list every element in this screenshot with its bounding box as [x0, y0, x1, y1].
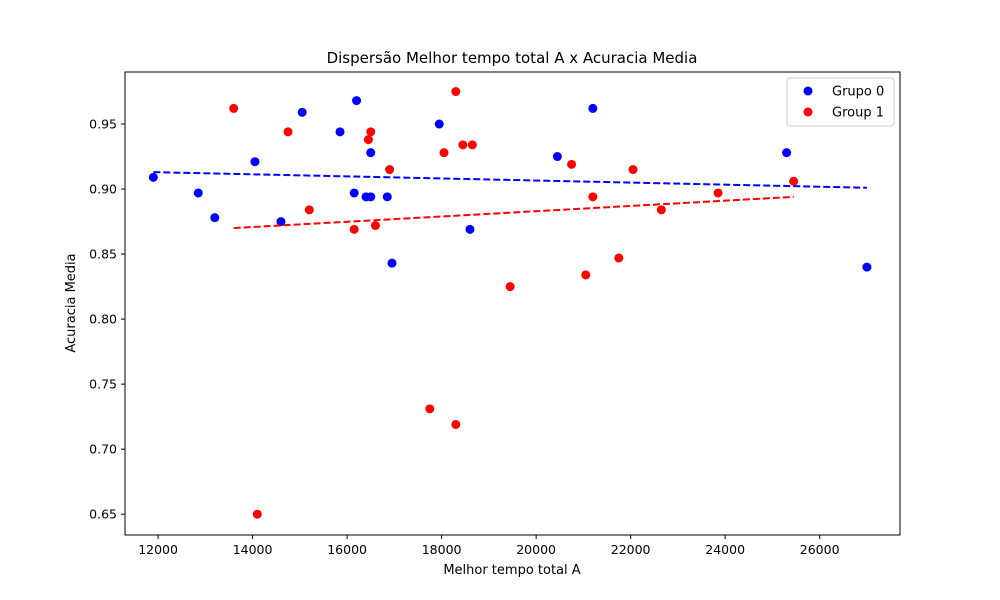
series-0	[148, 96, 872, 272]
data-point	[349, 188, 359, 198]
legend-box	[786, 77, 895, 127]
legend-marker	[803, 107, 813, 117]
y-tick-label: 0.80	[89, 312, 117, 327]
data-point	[210, 213, 220, 223]
y-axis-label: Acuracia Media	[64, 253, 79, 352]
data-point	[349, 224, 359, 234]
x-tick-label: 18000	[422, 542, 462, 557]
data-point	[439, 148, 449, 158]
data-point	[335, 127, 345, 137]
data-point	[588, 192, 598, 202]
legend-label: Group 1	[832, 106, 884, 121]
data-point	[628, 165, 638, 175]
data-point	[352, 96, 362, 106]
data-point	[505, 282, 515, 292]
data-point	[250, 157, 260, 167]
data-point	[387, 258, 397, 268]
y-tick-label: 0.90	[89, 182, 117, 197]
data-point	[425, 404, 435, 414]
data-point	[713, 188, 723, 198]
data-point	[458, 140, 468, 150]
y-tick-label: 0.65	[89, 507, 117, 522]
y-tick-label: 0.75	[89, 377, 117, 392]
data-point	[382, 192, 392, 202]
data-point	[297, 107, 307, 117]
legend-label: Grupo 0	[832, 85, 884, 100]
data-point	[385, 165, 395, 175]
data-point	[193, 188, 203, 198]
data-point	[148, 172, 158, 182]
data-point	[614, 253, 624, 263]
plot-frame	[124, 71, 901, 536]
data-point	[588, 103, 598, 113]
x-tick-label: 24000	[705, 542, 745, 557]
x-axis-label: Melhor tempo total A	[443, 563, 580, 578]
x-tick-label: 14000	[233, 542, 273, 557]
plot-area	[148, 87, 872, 519]
data-point	[656, 205, 666, 215]
data-point	[366, 127, 376, 137]
y-tick-label: 0.85	[89, 247, 117, 262]
data-point	[567, 159, 577, 169]
data-point	[366, 148, 376, 158]
y-tick-label: 0.95	[89, 117, 117, 132]
trend-line-1	[233, 195, 794, 230]
data-point	[434, 119, 444, 129]
data-point	[552, 152, 562, 162]
data-point	[370, 220, 380, 230]
data-point	[467, 140, 477, 150]
data-point	[366, 192, 376, 202]
data-point	[304, 205, 314, 215]
data-point	[451, 419, 461, 429]
x-tick-label: 22000	[611, 542, 651, 557]
chart-title: Dispersão Melhor tempo total A x Acuraci…	[327, 49, 698, 67]
data-point	[229, 103, 239, 113]
data-point	[465, 224, 475, 234]
x-tick-label: 26000	[800, 542, 840, 557]
data-point	[581, 270, 591, 280]
y-tick-label: 0.70	[89, 442, 117, 457]
x-axis: 12000 14000 16000 18000 20000 22000 24000 26000	[138, 535, 840, 557]
x-tick-label: 20000	[516, 542, 556, 557]
x-tick-label: 16000	[327, 542, 367, 557]
data-point	[451, 87, 461, 97]
data-point	[283, 127, 293, 137]
data-point	[782, 148, 792, 158]
series-1	[229, 87, 799, 519]
x-tick-label: 12000	[138, 542, 178, 557]
legend-marker	[803, 86, 813, 96]
data-point	[276, 217, 286, 227]
data-point	[252, 509, 262, 519]
data-point	[862, 262, 872, 272]
y-axis: 0.65 0.70 0.75 0.80 0.85 0.90 0.95	[89, 117, 125, 522]
data-point	[789, 176, 799, 186]
data-point	[363, 135, 373, 145]
legend: Grupo 0 Group 1	[786, 77, 895, 127]
trend-line-0	[153, 171, 867, 189]
